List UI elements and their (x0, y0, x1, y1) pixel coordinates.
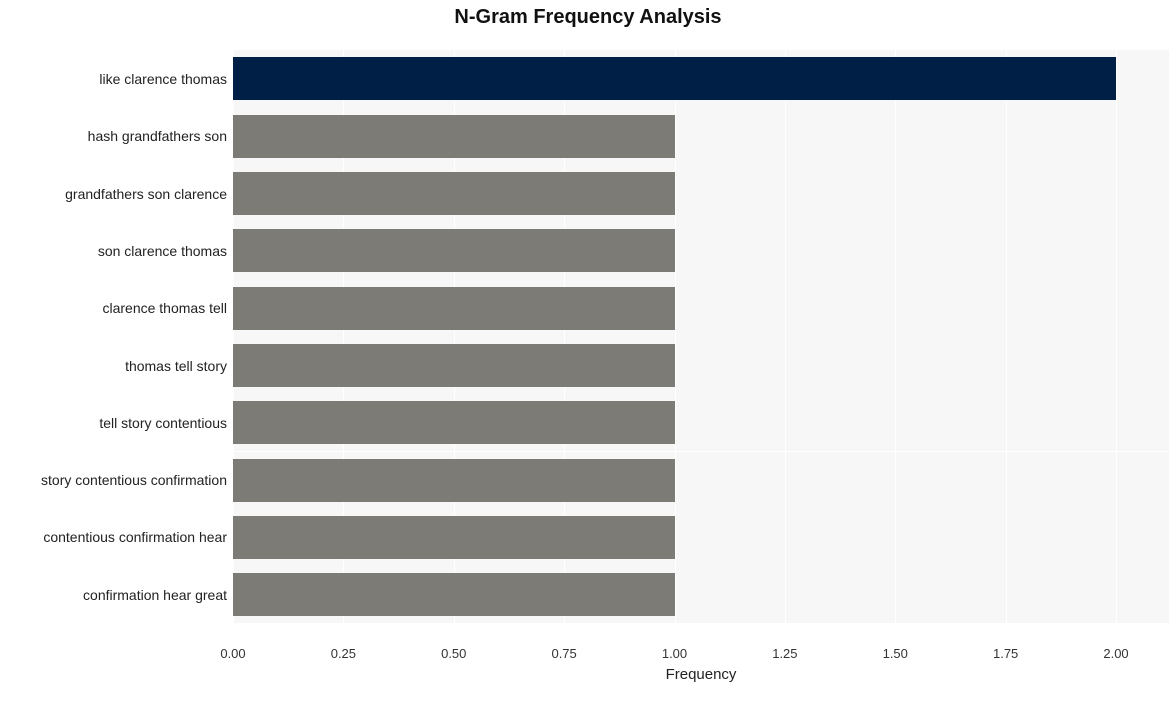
ngram-frequency-chart: N-Gram Frequency Analysis like clarence … (0, 0, 1176, 701)
y-tick-label: grandfathers son clarence (65, 186, 227, 202)
gridline (785, 36, 786, 638)
x-tick-label: 0.50 (441, 646, 466, 661)
x-tick-label: 0.75 (551, 646, 576, 661)
x-tick-label: 1.75 (993, 646, 1018, 661)
y-tick-label: son clarence thomas (98, 243, 227, 259)
x-tick-label: 1.25 (772, 646, 797, 661)
y-tick-label: thomas tell story (125, 358, 227, 374)
x-tick-label: 0.25 (331, 646, 356, 661)
gridline (1006, 36, 1007, 638)
y-tick-label: like clarence thomas (99, 71, 227, 87)
x-tick-label: 1.00 (662, 646, 687, 661)
gridline (895, 36, 896, 638)
bar (233, 459, 675, 502)
x-tick-label: 1.50 (883, 646, 908, 661)
x-tick-label: 2.00 (1103, 646, 1128, 661)
bar (233, 57, 1116, 100)
x-tick-label: 0.00 (220, 646, 245, 661)
bar (233, 229, 675, 272)
bar (233, 115, 675, 158)
chart-title: N-Gram Frequency Analysis (0, 6, 1176, 29)
bar (233, 287, 675, 330)
y-tick-label: contentious confirmation hear (43, 529, 227, 545)
bar (233, 344, 675, 387)
bar (233, 516, 675, 559)
x-axis-label: Frequency (233, 666, 1169, 683)
gridline (675, 36, 676, 638)
y-tick-label: clarence thomas tell (102, 300, 227, 316)
y-tick-label: tell story contentious (99, 415, 227, 431)
bar (233, 401, 675, 444)
bar (233, 573, 675, 616)
plot-area: like clarence thomashash grandfathers so… (233, 36, 1169, 638)
gridline (1116, 36, 1117, 638)
y-tick-label: hash grandfathers son (88, 128, 227, 144)
bar (233, 172, 675, 215)
y-tick-label: confirmation hear great (83, 587, 227, 603)
y-tick-label: story contentious confirmation (41, 472, 227, 488)
